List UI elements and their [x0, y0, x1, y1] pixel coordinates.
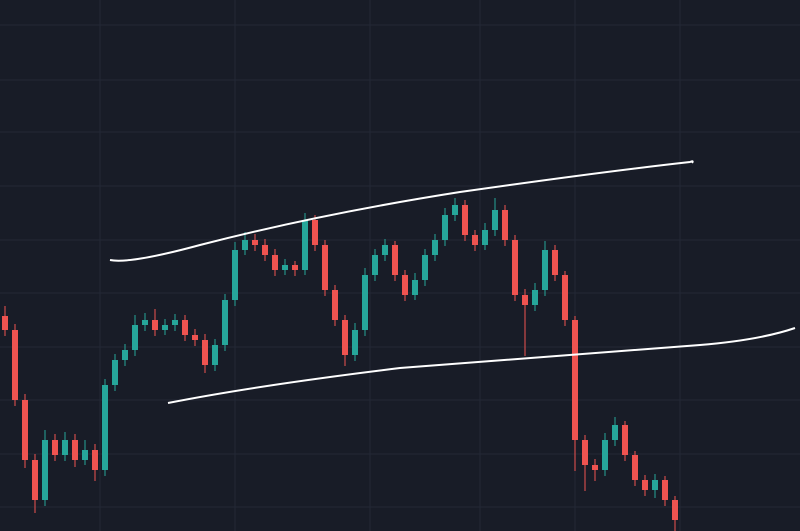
candle-body [672, 500, 678, 520]
candle-body [332, 290, 338, 320]
candle-body [142, 320, 148, 325]
candle-body [512, 240, 518, 295]
candle-body [292, 265, 298, 270]
candle-body [662, 480, 668, 500]
candle-body [262, 245, 268, 255]
candle-body [602, 440, 608, 470]
candle-body [482, 230, 488, 245]
candle-body [432, 240, 438, 255]
candle-body [112, 360, 118, 385]
candle-body [72, 440, 78, 460]
candle-body [342, 320, 348, 355]
candle-body [352, 330, 358, 355]
candle-body [592, 465, 598, 470]
candle-body [582, 440, 588, 465]
candle-body [492, 210, 498, 230]
candle-body [52, 440, 58, 455]
candle-body [182, 320, 188, 335]
candle-body [282, 265, 288, 270]
candle-body [202, 340, 208, 365]
candle-body [302, 220, 308, 270]
candle-body [552, 250, 558, 275]
candle-body [422, 255, 428, 280]
candle-body [12, 330, 18, 400]
candle-body [442, 215, 448, 240]
candle-body [82, 450, 88, 460]
lower-trend-line [167, 327, 796, 404]
candles [2, 198, 678, 531]
candle-body [622, 425, 628, 455]
candle-body [542, 250, 548, 290]
candle-body [122, 350, 128, 360]
candle-body [462, 205, 468, 235]
candle-body [632, 455, 638, 480]
candle-body [652, 480, 658, 490]
candle-body [132, 325, 138, 350]
candle-body [532, 290, 538, 305]
candle-body [312, 220, 318, 245]
candle-body [612, 425, 618, 440]
candle-body [152, 320, 158, 330]
candle-body [362, 275, 368, 330]
candle-body [572, 320, 578, 440]
candle-body [242, 240, 248, 250]
candle-body [392, 245, 398, 275]
candle-body [502, 210, 508, 240]
candle-body [642, 480, 648, 490]
candle-body [412, 280, 418, 295]
candle-body [102, 385, 108, 470]
candle-body [322, 245, 328, 290]
candle-body [32, 460, 38, 500]
candle-body [402, 275, 408, 295]
candle-body [212, 345, 218, 365]
candle-body [252, 240, 258, 245]
candle-body [192, 335, 198, 340]
candle-body [522, 295, 528, 305]
candle-body [162, 325, 168, 330]
candle-body [382, 245, 388, 255]
candle-body [42, 440, 48, 500]
candle-body [2, 316, 8, 330]
candle-body [22, 400, 28, 460]
candle-body [562, 275, 568, 320]
candle-body [232, 250, 238, 300]
candle-body [172, 320, 178, 325]
candle-body [222, 300, 228, 345]
upper-trend-line [109, 160, 694, 262]
candle-body [452, 205, 458, 215]
candle-body [272, 255, 278, 270]
candle-body [472, 235, 478, 245]
candle-body [62, 440, 68, 455]
candle-body [92, 450, 98, 470]
candle-body [372, 255, 378, 275]
